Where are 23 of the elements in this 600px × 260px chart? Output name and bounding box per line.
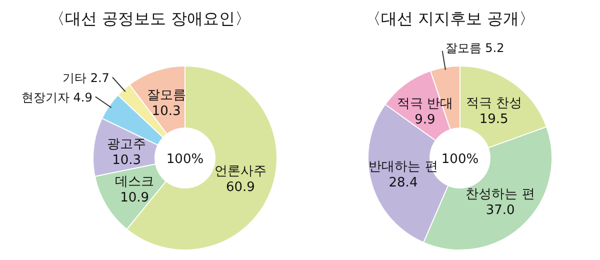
slice-label: 데스크 bbox=[115, 174, 154, 190]
data-label: 9.9 bbox=[414, 112, 436, 128]
slice-label: 적극 반대 bbox=[396, 96, 454, 112]
slice-label: 반대하는 편 bbox=[368, 160, 438, 175]
data-label: 60.9 bbox=[226, 180, 255, 195]
data-label: 37.0 bbox=[486, 202, 515, 218]
data-label: 10.3 bbox=[112, 152, 142, 168]
data-label: 10.9 bbox=[120, 190, 150, 206]
slice-label: 잘모름 bbox=[146, 88, 186, 104]
chart-title: 〈대선 지지후보 공개〉 bbox=[364, 9, 536, 28]
text: 100% bbox=[166, 152, 204, 167]
data-label: 10.3 bbox=[152, 104, 181, 120]
data-label: 28.4 bbox=[388, 176, 418, 191]
slice-label: 적극 찬성 bbox=[466, 96, 522, 111]
chart-title: 〈대선 공정보도 장애요인〉 bbox=[48, 9, 252, 28]
slice-label: 언론사주 bbox=[214, 164, 266, 179]
data-label: 19.5 bbox=[479, 112, 508, 127]
slice-label: 현장기자 4.9 bbox=[22, 90, 92, 105]
text: 100% bbox=[441, 152, 479, 167]
slice-label: 잘모름 5.2 bbox=[445, 40, 504, 55]
slice-label: 광고주 bbox=[107, 136, 146, 152]
slice-label: 기타 2.7 bbox=[62, 71, 110, 86]
slice-label: 찬성하는 편 bbox=[466, 186, 535, 202]
